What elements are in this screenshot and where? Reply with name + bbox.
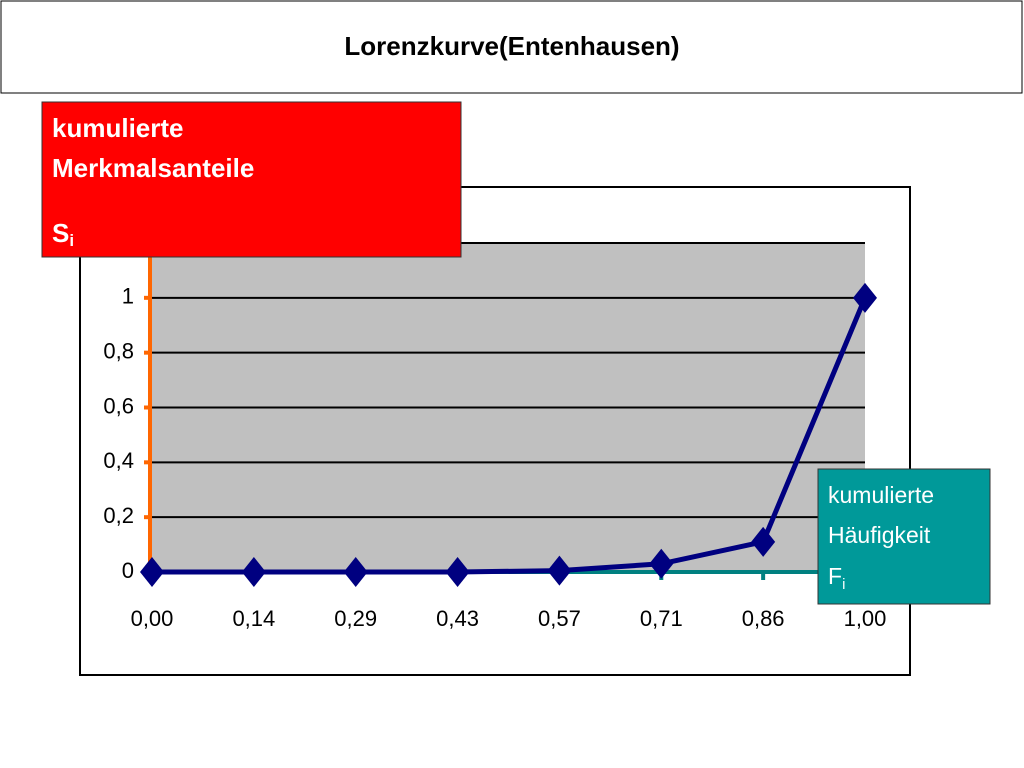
y-tick-label: 0,6 <box>103 393 134 418</box>
title-box <box>0 0 1023 94</box>
y-tick-label: 0 <box>122 558 134 583</box>
data-point <box>140 557 164 587</box>
data-point <box>853 282 877 313</box>
data-point <box>547 555 572 586</box>
subscript: i <box>69 231 74 250</box>
axis-label-line: kumulierte <box>828 482 934 508</box>
x-tick-label: 0,14 <box>232 606 275 631</box>
axis-label-symbol: Si <box>52 218 74 251</box>
data-point <box>649 548 674 579</box>
x-label-box <box>817 468 991 605</box>
axis-label-symbol: Fi <box>828 563 845 593</box>
x-tick-label: 0,71 <box>640 606 683 631</box>
data-point <box>343 557 368 587</box>
x-tick-label: 0,00 <box>131 606 174 631</box>
y-tick-label: 0,8 <box>103 338 134 363</box>
y-tick-label: 0,2 <box>103 503 134 528</box>
symbol: F <box>828 563 842 589</box>
x-tick-label: 0,57 <box>538 606 581 631</box>
x-tick-label: 0,43 <box>436 606 479 631</box>
axis-label-line: kumulierte <box>52 113 184 143</box>
data-line <box>152 296 868 575</box>
data-point <box>241 557 266 587</box>
symbol: S <box>52 218 69 248</box>
x-tick-label: 1,00 <box>844 606 887 631</box>
x-tick-label: 0,86 <box>742 606 785 631</box>
x-tick-label: 0,29 <box>334 606 377 631</box>
axis-label-line: Häufigkeit <box>828 522 931 548</box>
axis-label-line: Merkmalsanteile <box>52 153 254 183</box>
y-label-box <box>41 101 462 258</box>
y-tick-label: 0,4 <box>103 448 134 473</box>
y-tick-label: 1 <box>122 284 134 309</box>
data-point <box>445 557 470 587</box>
data-point <box>751 526 776 557</box>
chart-title: Lorenzkurve(Entenhausen) <box>344 31 679 61</box>
subscript: i <box>842 576 845 593</box>
